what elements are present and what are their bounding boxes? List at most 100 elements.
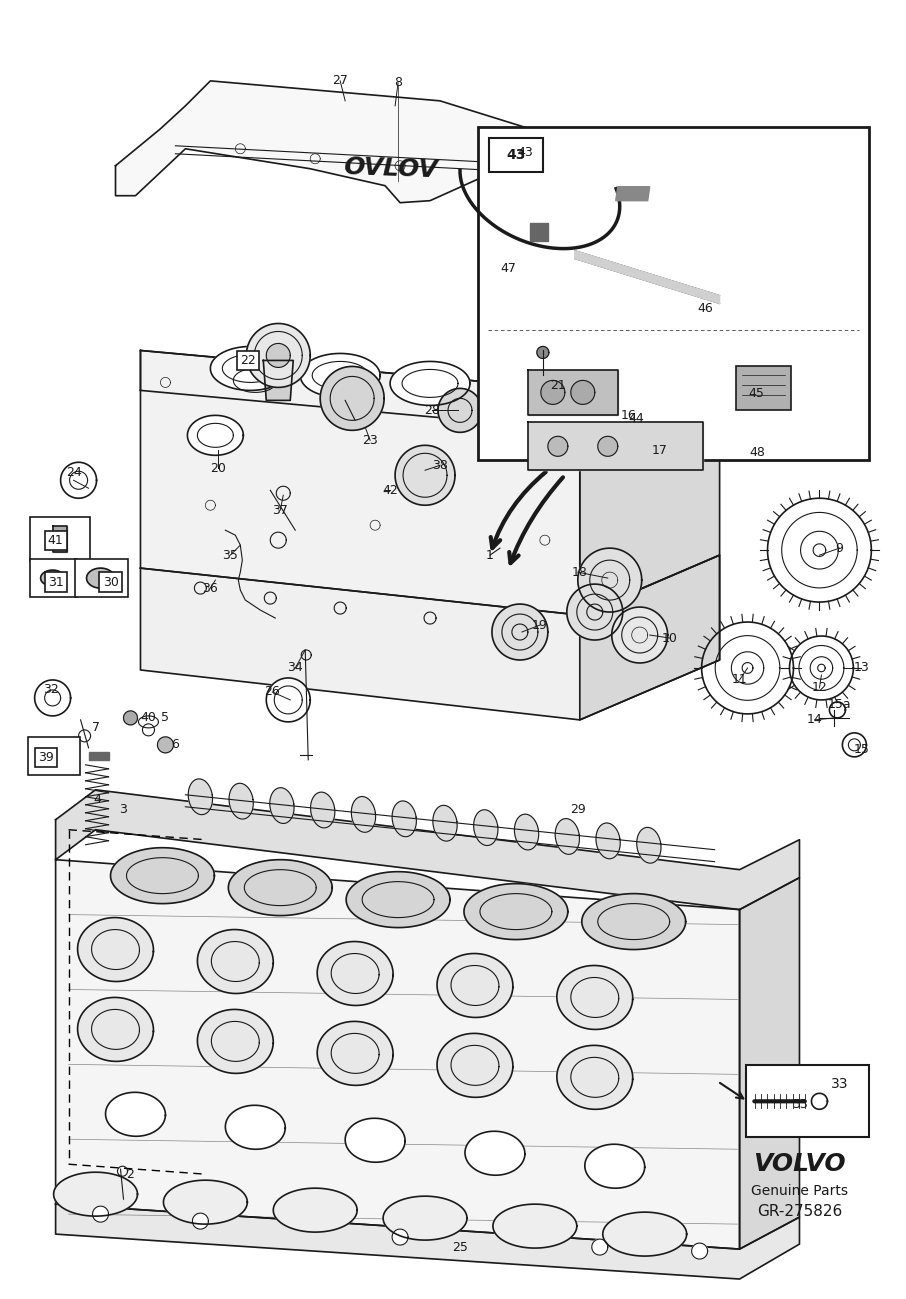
Polygon shape: [616, 187, 650, 200]
Text: 26: 26: [265, 686, 280, 699]
Text: VOLVO: VOLVO: [753, 1152, 846, 1176]
Polygon shape: [55, 1204, 799, 1280]
Polygon shape: [266, 678, 310, 722]
Polygon shape: [105, 1092, 166, 1137]
Text: 16: 16: [621, 409, 637, 422]
Bar: [53, 526, 67, 552]
Polygon shape: [493, 1204, 577, 1248]
Polygon shape: [210, 347, 290, 391]
Text: 7: 7: [92, 721, 100, 734]
Polygon shape: [163, 1181, 247, 1224]
Polygon shape: [602, 1212, 687, 1256]
Text: 36: 36: [203, 582, 218, 595]
Polygon shape: [612, 607, 668, 662]
Polygon shape: [390, 361, 470, 405]
Polygon shape: [78, 998, 153, 1061]
FancyBboxPatch shape: [30, 559, 77, 598]
Polygon shape: [492, 604, 548, 660]
Text: 25: 25: [452, 1241, 467, 1254]
Polygon shape: [266, 343, 290, 368]
Polygon shape: [346, 872, 450, 927]
Polygon shape: [637, 827, 661, 863]
Polygon shape: [264, 360, 294, 400]
FancyBboxPatch shape: [746, 1065, 870, 1137]
Text: 38: 38: [432, 459, 448, 472]
Text: 10: 10: [661, 631, 678, 644]
Polygon shape: [41, 570, 64, 586]
Polygon shape: [528, 422, 703, 470]
Polygon shape: [345, 1118, 405, 1163]
Polygon shape: [843, 733, 866, 757]
Text: 22: 22: [240, 353, 256, 366]
Polygon shape: [317, 942, 393, 1005]
Polygon shape: [438, 388, 482, 433]
Polygon shape: [691, 1243, 708, 1259]
Text: 43: 43: [517, 147, 533, 160]
Polygon shape: [228, 860, 333, 916]
Polygon shape: [158, 737, 173, 753]
Polygon shape: [229, 783, 254, 820]
Text: 39: 39: [38, 751, 53, 764]
Text: 9: 9: [835, 542, 843, 555]
Text: 21: 21: [550, 379, 565, 392]
Polygon shape: [55, 860, 739, 1250]
FancyBboxPatch shape: [478, 127, 870, 460]
FancyBboxPatch shape: [736, 366, 792, 410]
Text: 17: 17: [651, 444, 668, 457]
Polygon shape: [541, 381, 564, 404]
Polygon shape: [34, 679, 71, 716]
Text: 46: 46: [698, 303, 714, 316]
Text: 3: 3: [120, 803, 128, 816]
Polygon shape: [571, 381, 594, 404]
Text: 4: 4: [93, 794, 101, 807]
Text: 29: 29: [570, 803, 585, 816]
Polygon shape: [464, 883, 568, 939]
Text: 43: 43: [506, 148, 525, 162]
Text: 33: 33: [792, 1098, 807, 1111]
Text: 12: 12: [812, 682, 827, 695]
FancyBboxPatch shape: [489, 138, 543, 171]
Polygon shape: [246, 323, 310, 387]
Polygon shape: [392, 1229, 408, 1244]
Polygon shape: [580, 340, 719, 614]
Text: 31: 31: [48, 575, 63, 588]
Polygon shape: [92, 1207, 109, 1222]
Polygon shape: [829, 701, 845, 718]
Polygon shape: [383, 1196, 467, 1241]
Polygon shape: [557, 965, 632, 1029]
Polygon shape: [89, 752, 109, 760]
Polygon shape: [226, 1105, 285, 1150]
Text: 47: 47: [500, 262, 516, 275]
Polygon shape: [812, 1094, 827, 1109]
Polygon shape: [352, 796, 376, 833]
Text: 14: 14: [806, 713, 823, 726]
Polygon shape: [198, 1009, 274, 1073]
Text: 44: 44: [629, 412, 644, 425]
Polygon shape: [392, 801, 417, 837]
Text: 1: 1: [486, 548, 494, 561]
Text: Genuine Parts: Genuine Parts: [751, 1185, 848, 1198]
Polygon shape: [584, 1144, 645, 1189]
Polygon shape: [574, 251, 719, 304]
Polygon shape: [515, 814, 539, 850]
Text: 33: 33: [831, 1077, 848, 1091]
Polygon shape: [582, 894, 686, 950]
Text: 8: 8: [394, 77, 402, 90]
Text: 11: 11: [732, 673, 747, 686]
Polygon shape: [474, 809, 498, 846]
Text: OVLOV: OVLOV: [342, 155, 438, 182]
Polygon shape: [580, 555, 719, 720]
Polygon shape: [528, 370, 618, 416]
Text: 15: 15: [853, 743, 870, 756]
Polygon shape: [270, 787, 294, 824]
Polygon shape: [188, 416, 244, 455]
Text: 37: 37: [273, 504, 288, 517]
Text: 23: 23: [362, 434, 378, 447]
Polygon shape: [437, 1034, 513, 1098]
Polygon shape: [198, 930, 274, 994]
Text: 34: 34: [287, 661, 304, 674]
Polygon shape: [395, 446, 455, 505]
Polygon shape: [140, 555, 719, 720]
Text: 28: 28: [424, 404, 440, 417]
Polygon shape: [55, 790, 799, 909]
